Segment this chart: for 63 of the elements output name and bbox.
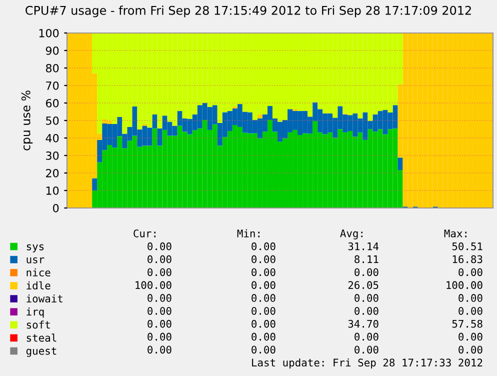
text: 0.00 (354, 268, 378, 276)
y-tick-label: 60 (46, 98, 59, 108)
y-tick-label: 40 (46, 134, 59, 142)
text: 31.14 (348, 242, 379, 250)
text: 0.00 (252, 294, 276, 302)
text: 0.00 (458, 268, 482, 276)
text: 100.00 (446, 281, 482, 290)
y-tick-label: 0 (53, 204, 59, 212)
text: 26.05 (348, 281, 378, 290)
text: 8.11 (354, 255, 378, 264)
text: 57.58 (452, 320, 482, 328)
legend-label: sys (26, 244, 44, 252)
text: Max: (444, 230, 466, 238)
y-tick-label: 100 (39, 28, 59, 38)
text: 0.00 (148, 332, 172, 341)
legend-label: soft (26, 320, 50, 329)
legend-label: nice (26, 268, 50, 276)
y-tick-label: 20 (46, 168, 59, 178)
text: 0.00 (252, 332, 276, 341)
y-tick-label: 90 (46, 46, 59, 55)
text: 0.00 (458, 346, 482, 354)
text: 0.00 (252, 242, 276, 250)
legend-label: iowait (26, 294, 62, 303)
legend-label: steal (26, 334, 56, 342)
text: 0.00 (354, 346, 378, 354)
text: 0.00 (252, 255, 276, 264)
text: Cur: (134, 229, 156, 238)
y-tick-label: 10 (46, 186, 59, 195)
text: 100.00 (136, 281, 172, 290)
text: Avg: (340, 230, 362, 240)
legend-label: irq (26, 308, 44, 318)
text: 50.51 (452, 242, 482, 250)
y-tick-label: 80 (46, 64, 59, 72)
text: 0.00 (252, 320, 276, 328)
text: 0.00 (458, 294, 482, 302)
text: 0.00 (148, 346, 172, 354)
y-tick-label: 70 (46, 81, 59, 90)
text: 0.00 (148, 268, 172, 276)
text: 34.70 (348, 320, 378, 328)
text: 0.00 (252, 346, 276, 354)
legend-label: guest (26, 347, 56, 357)
y-tick-label: 30 (46, 151, 59, 160)
y-tick-label: 50 (46, 116, 59, 125)
text: 0.00 (458, 332, 482, 341)
text: 0.00 (148, 306, 172, 315)
text: 0.00 (148, 294, 172, 302)
text: 0.00 (354, 294, 378, 302)
text: 0.00 (252, 268, 276, 276)
text: 0.00 (252, 306, 276, 315)
text: Min: (237, 229, 260, 238)
y-axis-title: cpu use % (21, 90, 33, 150)
text: 0.00 (458, 306, 482, 315)
legend-label: idle (26, 281, 50, 290)
text: 0.00 (148, 320, 172, 328)
text: Last update: Fri Sep 28 17:17:33 2012 (252, 358, 482, 369)
text: 0.00 (148, 242, 172, 250)
text: 16.83 (452, 255, 482, 264)
text: 0.00 (354, 332, 378, 341)
chart-title: CPU#7 usage - from Fri Sep 28 17:15:49 2012 to Fri Sep 28 17:17:09 2012 (26, 6, 471, 18)
text: 0.00 (148, 255, 172, 264)
text: 0.00 (252, 281, 276, 290)
text: 0.00 (354, 306, 378, 315)
legend-label: usr (26, 257, 44, 264)
